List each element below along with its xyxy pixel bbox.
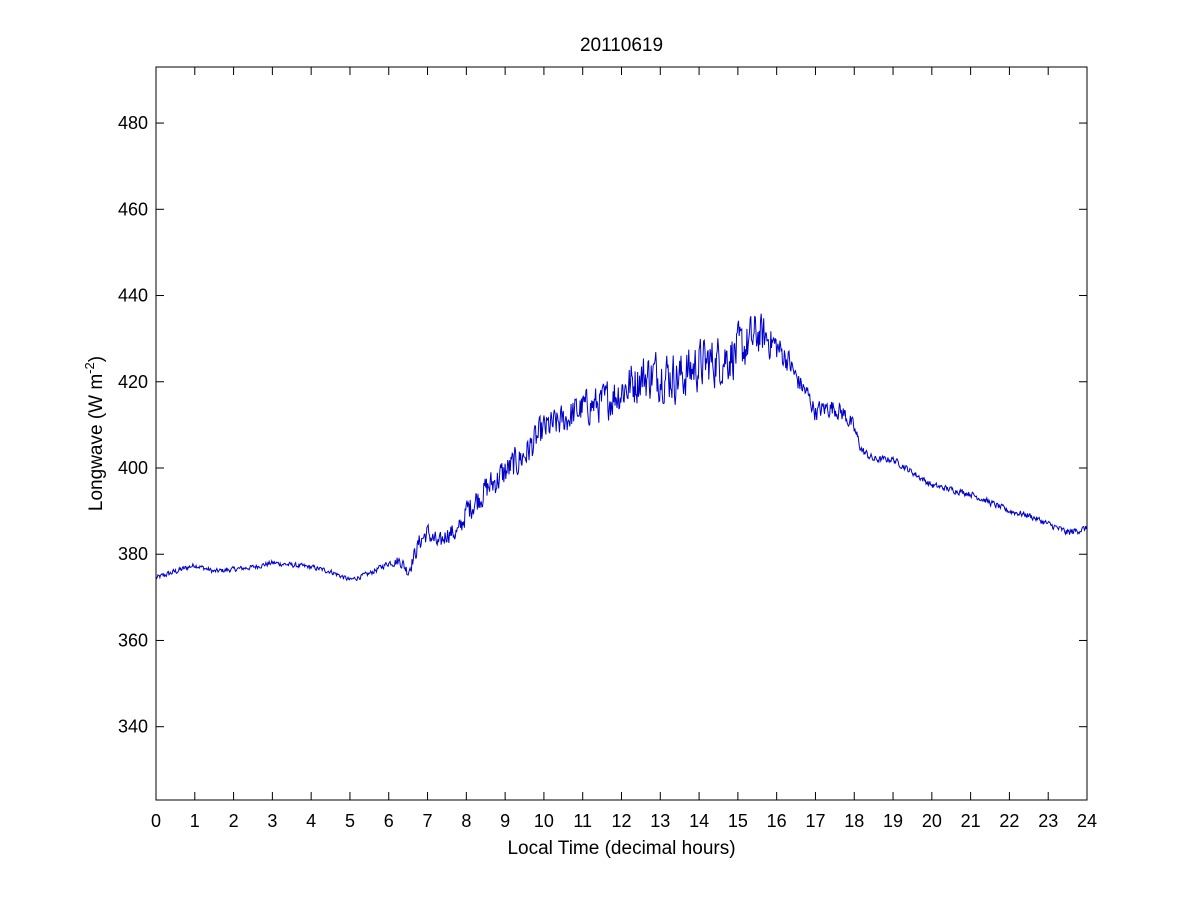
plot-area: 0 1 2 3 4 5 6 7 8 9 10 11 12 13 14 15 16 17 18 19 20 21 22 23 24…: [118, 66, 1097, 831]
series-line: [155, 313, 1088, 582]
x-tick-label: 15: [728, 811, 748, 831]
x-tick-label: 8: [461, 811, 471, 831]
x-tick-label: 19: [883, 811, 903, 831]
y-axis-title: Longwave (W m-2): [82, 356, 107, 511]
x-tick-label: 3: [267, 811, 277, 831]
x-tick-label: 7: [423, 811, 433, 831]
x-tick-label: 6: [384, 811, 394, 831]
x-tick-label: 20: [922, 811, 942, 831]
x-tick-label: 13: [650, 811, 670, 831]
x-tick-label: 17: [805, 811, 825, 831]
y-tick-label: 400: [118, 458, 148, 478]
x-tick-label: 14: [689, 811, 709, 831]
x-tick-label: 4: [306, 811, 316, 831]
x-tick-label: 23: [1038, 811, 1058, 831]
x-tick-label: 10: [534, 811, 554, 831]
x-tick-label: 21: [961, 811, 981, 831]
y-tick-label: 440: [118, 286, 148, 306]
y-axis-title-prefix: Longwave (W m: [86, 374, 107, 511]
x-axis-ticks: 0 1 2 3 4 5 6 7 8 9 10 11 12 13 14 15 16 17 18 19 20 21 22 23 24: [151, 67, 1097, 831]
y-tick-label: 460: [118, 199, 148, 219]
chart-title: 20110619: [580, 35, 663, 56]
x-axis-title: Local Time (decimal hours): [507, 838, 735, 859]
y-tick-label: 380: [118, 544, 148, 564]
x-tick-label: 16: [767, 811, 787, 831]
x-tick-label: 18: [844, 811, 864, 831]
y-tick-label: 420: [118, 372, 148, 392]
x-tick-label: 11: [573, 811, 592, 831]
x-tick-label: 24: [1077, 811, 1097, 831]
y-axis-title-suffix: ): [86, 356, 107, 362]
y-axis-ticks: 340 360 380 400 420 440 460 480: [118, 113, 1087, 737]
y-tick-label: 340: [118, 717, 148, 737]
y-tick-label: 480: [118, 113, 148, 133]
x-tick-label: 5: [345, 811, 355, 831]
x-tick-label: 2: [229, 811, 239, 831]
x-tick-label: 22: [999, 811, 1019, 831]
x-tick-label: 0: [151, 811, 161, 831]
y-tick-label: 360: [118, 630, 148, 650]
x-tick-label: 1: [190, 811, 200, 831]
y-axis-title-superscript: -2: [82, 362, 97, 374]
x-tick-label: 9: [500, 811, 510, 831]
series-layer: [155, 313, 1088, 582]
x-tick-label: 12: [611, 811, 631, 831]
